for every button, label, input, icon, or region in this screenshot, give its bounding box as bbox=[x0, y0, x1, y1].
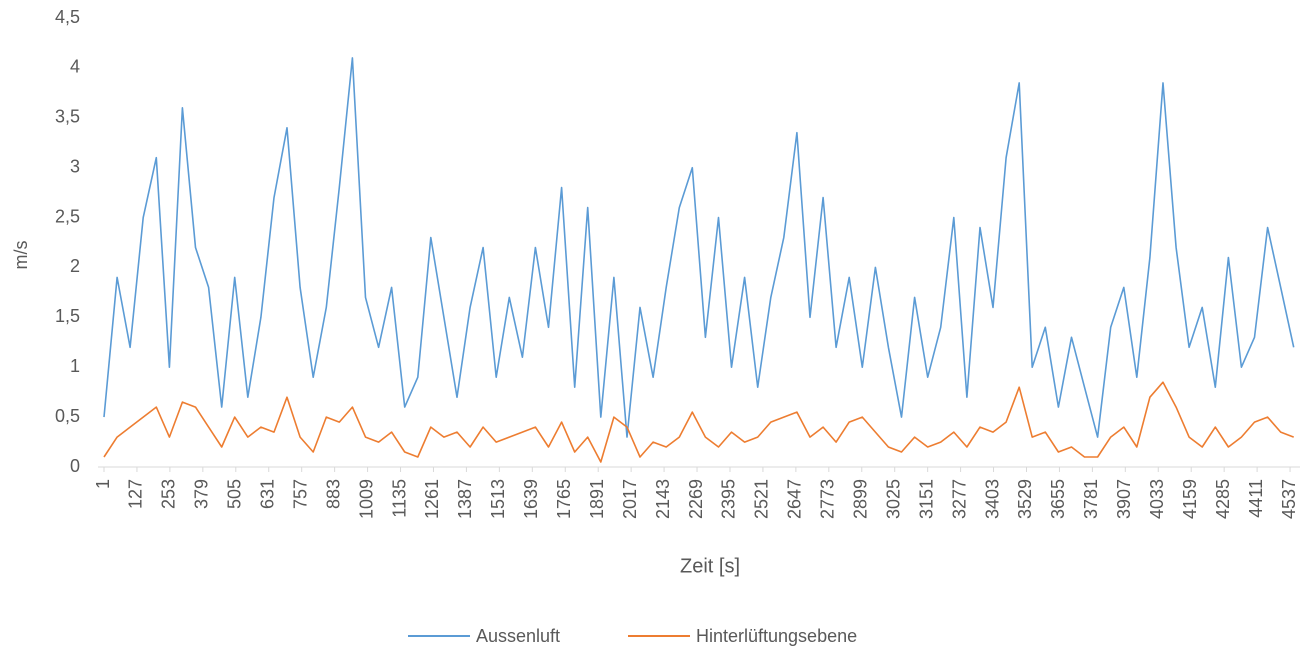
x-tick-label: 1513 bbox=[488, 479, 508, 519]
x-tick-label: 4411 bbox=[1246, 479, 1266, 518]
x-tick-label: 1 bbox=[93, 479, 113, 489]
x-tick-label: 3907 bbox=[1114, 479, 1134, 519]
legend-label: Hinterlüftungsebene bbox=[696, 626, 857, 646]
x-tick-label: 3403 bbox=[982, 479, 1002, 519]
x-tick-label: 3529 bbox=[1015, 479, 1035, 519]
legend-label: Aussenluft bbox=[476, 626, 560, 646]
x-tick-label: 127 bbox=[126, 479, 146, 509]
x-tick-label: 4033 bbox=[1147, 479, 1167, 519]
line-series bbox=[103, 381, 1294, 463]
x-tick-label: 1135 bbox=[389, 479, 409, 518]
y-tick-label: 1,5 bbox=[55, 306, 80, 326]
x-tick-label: 4285 bbox=[1213, 479, 1233, 519]
x-tick-label: 2017 bbox=[620, 479, 640, 519]
x-tick-label: 1765 bbox=[554, 479, 574, 519]
x-tick-label: 883 bbox=[323, 479, 343, 509]
x-tick-label: 2143 bbox=[653, 479, 673, 519]
x-tick-label: 3277 bbox=[949, 479, 969, 519]
y-tick-label: 1 bbox=[70, 356, 80, 376]
x-tick-label: 3025 bbox=[883, 479, 903, 519]
x-tick-label: 1891 bbox=[587, 479, 607, 519]
x-tick-label: 2521 bbox=[752, 479, 772, 519]
x-tick-label: 2395 bbox=[719, 479, 739, 519]
x-tick-label: 1009 bbox=[356, 479, 376, 519]
x-tick-label: 3781 bbox=[1081, 479, 1101, 519]
y-tick-label: 3 bbox=[70, 156, 80, 176]
x-tick-label: 2269 bbox=[686, 479, 706, 519]
x-tick-label: 2773 bbox=[818, 479, 838, 519]
x-tick-label: 505 bbox=[225, 479, 245, 509]
y-tick-label: 4,5 bbox=[55, 7, 80, 27]
x-axis-label: Zeit [s] bbox=[680, 555, 740, 577]
x-tick-label: 253 bbox=[159, 479, 179, 509]
y-tick-label: 2 bbox=[70, 256, 80, 276]
x-tick-label: 3151 bbox=[916, 479, 936, 519]
y-tick-label: 3,5 bbox=[55, 107, 80, 127]
x-tick-label: 1261 bbox=[422, 479, 442, 519]
x-tick-label: 2899 bbox=[851, 479, 871, 519]
x-tick-label: 1387 bbox=[455, 479, 475, 519]
x-tick-label: 4159 bbox=[1180, 479, 1200, 519]
y-tick-label: 4 bbox=[70, 57, 80, 77]
line-series bbox=[103, 57, 1295, 438]
x-tick-label: 757 bbox=[290, 479, 310, 509]
x-tick-label: 2647 bbox=[785, 479, 805, 519]
y-axis-label: m/s bbox=[11, 241, 31, 270]
x-tick-label: 1639 bbox=[521, 479, 541, 519]
x-tick-label: 631 bbox=[257, 479, 277, 509]
y-tick-label: 0 bbox=[70, 456, 80, 476]
x-tick-label: 379 bbox=[192, 479, 212, 509]
x-tick-label: 4537 bbox=[1279, 479, 1299, 519]
y-tick-label: 0,5 bbox=[55, 406, 80, 426]
x-tick-label: 3655 bbox=[1048, 479, 1068, 519]
y-tick-label: 2,5 bbox=[55, 206, 80, 226]
